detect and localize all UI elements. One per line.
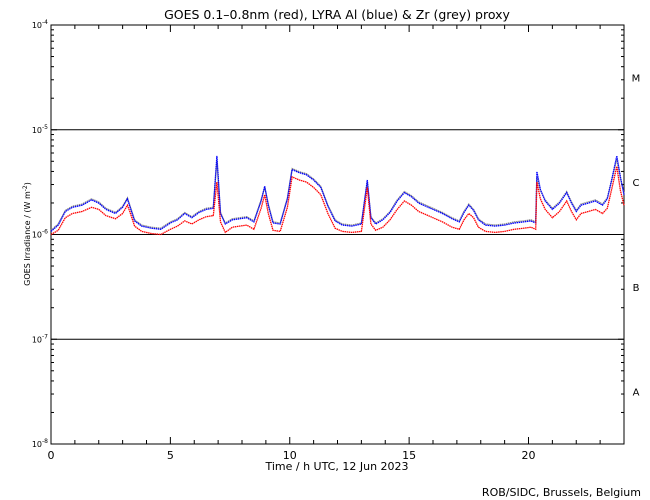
y-tick-label: 10-7	[32, 333, 48, 344]
credit-text: ROB/SIDC, Brussels, Belgium	[482, 486, 641, 499]
series-line-goes-0-1-0-8nm	[50, 166, 625, 236]
y-axis-ticks: 10-8 10-7 10-6 10-5 10-4	[32, 19, 624, 449]
x-tick-label: 10	[283, 449, 297, 462]
x-tick-label: 0	[48, 449, 55, 462]
x-tick-label: 15	[402, 449, 416, 462]
y-axis-label-main: GOES Irradiance / (W m	[23, 191, 32, 286]
y-axis-label-exponent: -2	[22, 185, 29, 191]
flare-class-label-a: A	[633, 388, 640, 399]
chart-title: GOES 0.1–0.8nm (red), LYRA Al (blue) & Z…	[164, 7, 510, 22]
y-tick-label: 10-4	[32, 19, 48, 30]
flare-class-boundaries	[51, 129, 624, 340]
y-tick-label: 10-6	[32, 229, 48, 240]
flare-class-label-b: B	[633, 283, 640, 294]
series-line-lyra-al	[50, 155, 625, 232]
series-line-zr	[50, 158, 625, 231]
series-layer	[50, 155, 625, 236]
y-tick-label: 10-5	[32, 124, 48, 135]
y-axis-label: GOES Irradiance / (W m-2)	[22, 182, 32, 286]
flare-class-labels: A B C M	[632, 73, 641, 398]
y-tick-label: 10-8	[32, 438, 48, 449]
x-axis-label: Time / h UTC, 12 Jun 2023	[264, 460, 408, 473]
flare-class-label-c: C	[633, 178, 640, 189]
x-tick-label: 5	[167, 449, 174, 462]
x-tick-label: 20	[522, 449, 536, 462]
y-axis-label-close: )	[23, 182, 32, 185]
flare-class-label-m: M	[632, 73, 641, 84]
x-axis-ticks: 0 5 10 15 20	[48, 25, 625, 462]
